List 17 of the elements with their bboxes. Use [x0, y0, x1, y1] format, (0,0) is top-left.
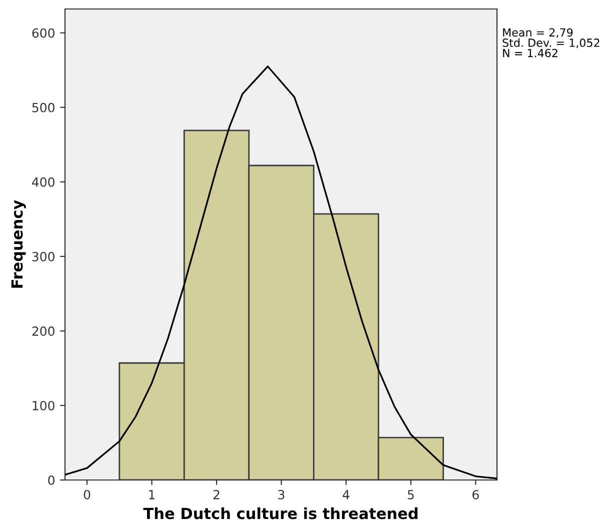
- x-axis-title: The Dutch culture is threatened: [143, 507, 418, 520]
- y-tick-label: 100: [32, 400, 54, 410]
- x-tick-label: 6: [472, 490, 479, 500]
- x-tick-label: 2: [213, 490, 220, 500]
- x-tick-label: 5: [408, 490, 414, 500]
- x-tick-label: 3: [278, 490, 284, 500]
- y-tick-label: 0: [48, 475, 54, 485]
- y-tick-label: 200: [32, 326, 54, 336]
- text: Mean = 2,79 Std. Dev. = 1,052 N = 1.462: [502, 28, 600, 58]
- y-tick-label: 400: [32, 177, 54, 187]
- y-tick-label: 600: [32, 28, 54, 38]
- y-axis-title: Frequency: [11, 200, 26, 288]
- x-tick-label: 1: [149, 490, 155, 500]
- x-tick-label: 0: [84, 490, 90, 500]
- x-tick-label: 4: [342, 490, 350, 500]
- y-tick-label: 300: [32, 252, 54, 262]
- y-tick-label: 500: [32, 102, 54, 112]
